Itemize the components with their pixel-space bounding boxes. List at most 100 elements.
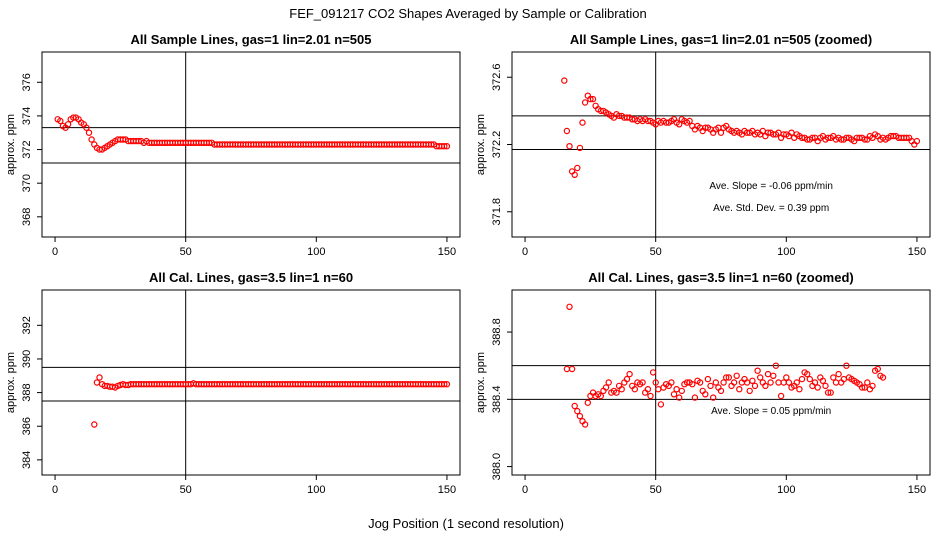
data-point	[907, 0, 912, 3]
data-point	[576, 144, 584, 152]
data-point	[832, 379, 840, 386]
data-point	[673, 386, 680, 393]
y-axis-label: approx. ppm	[475, 114, 487, 175]
x-tick-label: 50	[180, 484, 192, 496]
data-point	[647, 392, 654, 400]
data-point	[730, 379, 738, 386]
x-tick-label: 150	[438, 246, 456, 258]
data-point	[676, 121, 683, 128]
data-point	[883, 0, 888, 3]
data-point	[775, 379, 782, 386]
data-point	[57, 117, 64, 125]
data-point	[725, 374, 733, 381]
data-point	[655, 386, 662, 393]
data-point	[668, 379, 675, 386]
data-point	[896, 0, 901, 3]
x-tick-label: 50	[650, 484, 662, 496]
y-axis-label: approx. ppm	[475, 352, 487, 413]
data-point	[891, 0, 896, 3]
y-tick-label: 384	[21, 451, 33, 469]
data-point	[764, 370, 772, 378]
data-point	[581, 421, 589, 428]
data-point	[704, 375, 712, 383]
y-tick-label: 374	[21, 107, 33, 125]
data-point	[822, 382, 829, 390]
data-point	[566, 142, 573, 150]
annotation-text: Ave. Slope = -0.06 ppm/min	[709, 181, 833, 192]
plot-frame	[511, 289, 931, 476]
data-points	[91, 374, 451, 428]
data-point	[576, 412, 584, 420]
data-point	[785, 379, 793, 386]
data-point	[893, 0, 898, 3]
data-point	[686, 117, 693, 125]
data-point	[579, 119, 586, 126]
x-tick-label: 0	[52, 484, 58, 496]
data-point	[563, 127, 571, 135]
data-points	[563, 0, 914, 428]
figure-title: FEF_091217 CO2 Shapes Averaged by Sample…	[289, 6, 646, 21]
data-point	[717, 387, 725, 395]
data-point	[85, 129, 93, 136]
data-point	[568, 365, 576, 373]
data-point	[676, 394, 683, 401]
data-point	[96, 374, 103, 381]
data-point	[571, 171, 578, 178]
x-tick-label: 100	[777, 484, 795, 496]
data-point	[64, 121, 72, 128]
x-tick-label: 150	[908, 484, 926, 496]
data-point	[597, 392, 605, 400]
data-point	[879, 374, 887, 381]
y-tick-label: 386	[21, 417, 33, 435]
data-point	[824, 389, 832, 396]
data-point	[888, 0, 893, 3]
data-point	[707, 382, 714, 390]
annotation-text: Ave. Std. Dev. = 0.39 ppm	[713, 203, 829, 214]
data-point	[909, 0, 914, 3]
data-point	[913, 137, 921, 145]
x-tick-label: 100	[307, 484, 325, 496]
chart-panel-2: All Sample Lines, gas=1 lin=2.01 n=505 (…	[475, 32, 931, 258]
data-point	[736, 386, 743, 393]
data-point	[814, 384, 821, 391]
data-point	[772, 362, 780, 369]
data-point	[780, 379, 787, 386]
data-point	[584, 399, 592, 406]
data-point	[581, 99, 589, 106]
data-point	[864, 379, 871, 386]
y-tick-label: 370	[21, 174, 33, 192]
data-point	[886, 0, 891, 3]
data-point	[652, 379, 659, 386]
y-tick-label: 372.6	[491, 63, 503, 91]
data-point	[691, 394, 699, 401]
data-point	[904, 0, 909, 3]
chart-panel-3: All Cal. Lines, gas=3.5 lin=1 n=60 0 50 100…	[5, 270, 461, 496]
data-point	[618, 386, 625, 393]
data-point	[754, 367, 761, 374]
data-point	[770, 372, 777, 379]
chart-panel-4: All Cal. Lines, gas=3.5 lin=1 n=60 (zoom…	[475, 0, 931, 496]
panels: All Sample Lines, gas=1 lin=2.01 n=505 0 5…	[5, 0, 931, 496]
y-tick-label: 376	[21, 73, 33, 91]
data-point	[827, 389, 834, 396]
y-tick-label: 392	[21, 316, 33, 334]
data-point	[749, 377, 756, 384]
figure-x-label: Jog Position (1 second resolution)	[368, 516, 564, 531]
y-tick-label: 371.8	[491, 198, 503, 226]
data-point	[762, 382, 769, 390]
data-point	[819, 377, 827, 384]
panel-title: All Cal. Lines, gas=3.5 lin=1 n=60	[149, 270, 353, 285]
data-point	[720, 379, 727, 386]
data-point	[93, 379, 101, 386]
data-point	[712, 379, 720, 386]
y-tick-label: 388	[21, 383, 33, 401]
x-tick-label: 100	[777, 246, 795, 258]
annotation-text: Ave. Slope = 0.05 ppm/min	[711, 406, 831, 417]
data-point	[631, 386, 639, 393]
data-point	[441, 142, 448, 150]
data-point	[843, 362, 850, 369]
y-tick-label: 388.8	[491, 318, 503, 346]
x-tick-label: 150	[438, 484, 456, 496]
data-point	[702, 391, 709, 398]
